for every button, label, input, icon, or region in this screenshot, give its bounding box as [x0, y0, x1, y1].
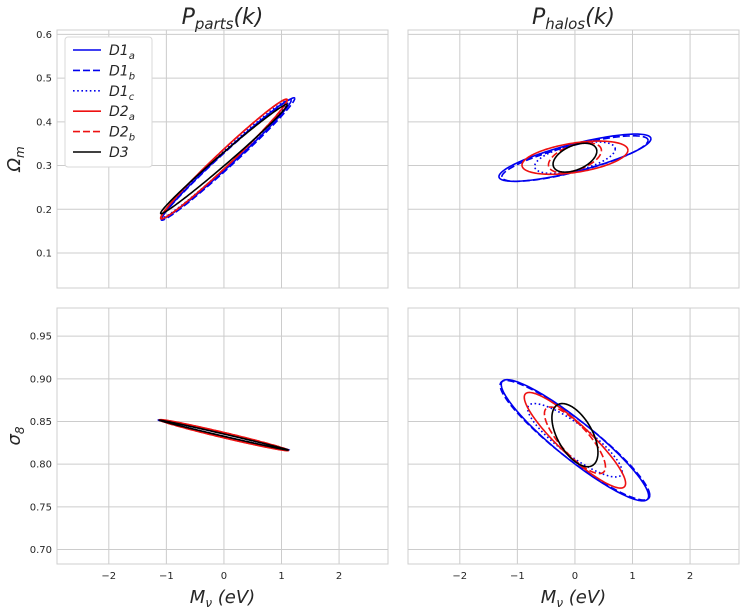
y-tick-label: 0.4	[36, 117, 52, 128]
plot-area	[407, 307, 740, 565]
panel-bottom-right: −2 −1 0 1 2 Mν (eV)	[407, 307, 740, 610]
x-tick-label: 0	[572, 571, 578, 582]
legend-label: D1c	[109, 84, 135, 103]
ellipse-group	[499, 378, 651, 502]
y-tick-label: 0.90	[30, 374, 52, 385]
legend-label: D1a	[109, 43, 135, 62]
x-tick-label: 2	[687, 571, 693, 582]
y-axis-label: Ωm	[4, 146, 27, 172]
y-tick-label: 0.1	[36, 249, 52, 260]
y-tick-label: 0.6	[36, 30, 52, 41]
y-axis-label: σ8	[4, 426, 27, 445]
ellipse-D1b	[499, 379, 651, 501]
y-tick-label: 0.95	[30, 332, 52, 343]
x-tick-label: −1	[510, 571, 525, 582]
x-axis-label: Mν (eV)	[190, 587, 255, 610]
legend-label: D3	[109, 145, 129, 161]
ellipse-group	[498, 133, 652, 183]
x-tick-label: 1	[629, 571, 635, 582]
y-tick-label: 0.85	[30, 417, 52, 428]
ellipse-D1c	[533, 141, 617, 175]
plot-area	[407, 29, 740, 289]
ellipse-D2a	[523, 391, 627, 489]
ellipse-D3	[159, 103, 289, 215]
y-tick-label: 0.3	[36, 161, 52, 172]
legend-label: D2a	[109, 104, 135, 123]
x-axis-label: Mν (eV)	[541, 587, 606, 610]
panel-top-right: Phalos(k)	[407, 5, 740, 289]
ellipse-group	[159, 96, 296, 222]
panel-top-left: 0.10.20.30.40.50.6Pparts(k)ΩmD1aD1bD1cD2…	[4, 5, 389, 289]
y-tick-label: 0.2	[36, 205, 52, 216]
ellipse-D3	[158, 419, 290, 451]
ellipse-D1b	[501, 135, 649, 183]
ellipse-D2a	[521, 140, 629, 176]
ellipse-D3	[552, 142, 598, 173]
x-tick-label: −2	[452, 571, 467, 582]
y-tick-label: 0.5	[36, 74, 52, 85]
panel-title: Pparts(k)	[182, 5, 264, 33]
x-tick-label: 2	[336, 571, 342, 582]
ellipse-D2b	[160, 98, 288, 220]
ellipse-D3	[551, 402, 599, 468]
legend-label: D2b	[109, 125, 135, 144]
x-tick-label: −2	[101, 571, 116, 582]
legend-box	[64, 36, 153, 168]
x-tick-label: 1	[278, 571, 284, 582]
x-tick-label: 0	[221, 571, 227, 582]
y-tick-label: 0.75	[30, 502, 52, 513]
y-tick-label: 0.80	[30, 460, 52, 471]
ellipse-D2b	[543, 406, 607, 475]
panel-title: Phalos(k)	[532, 5, 615, 33]
panel-bottom-left: −2 −1 0 1 2 0.70 0.75 0.80 0.85 0.90 0.95 Mν (eV) σ8	[4, 307, 389, 610]
legend-label: D1b	[109, 63, 135, 82]
y-tick-label: 0.70	[30, 545, 52, 556]
x-tick-label: −1	[159, 571, 174, 582]
ellipse-group	[157, 418, 291, 452]
